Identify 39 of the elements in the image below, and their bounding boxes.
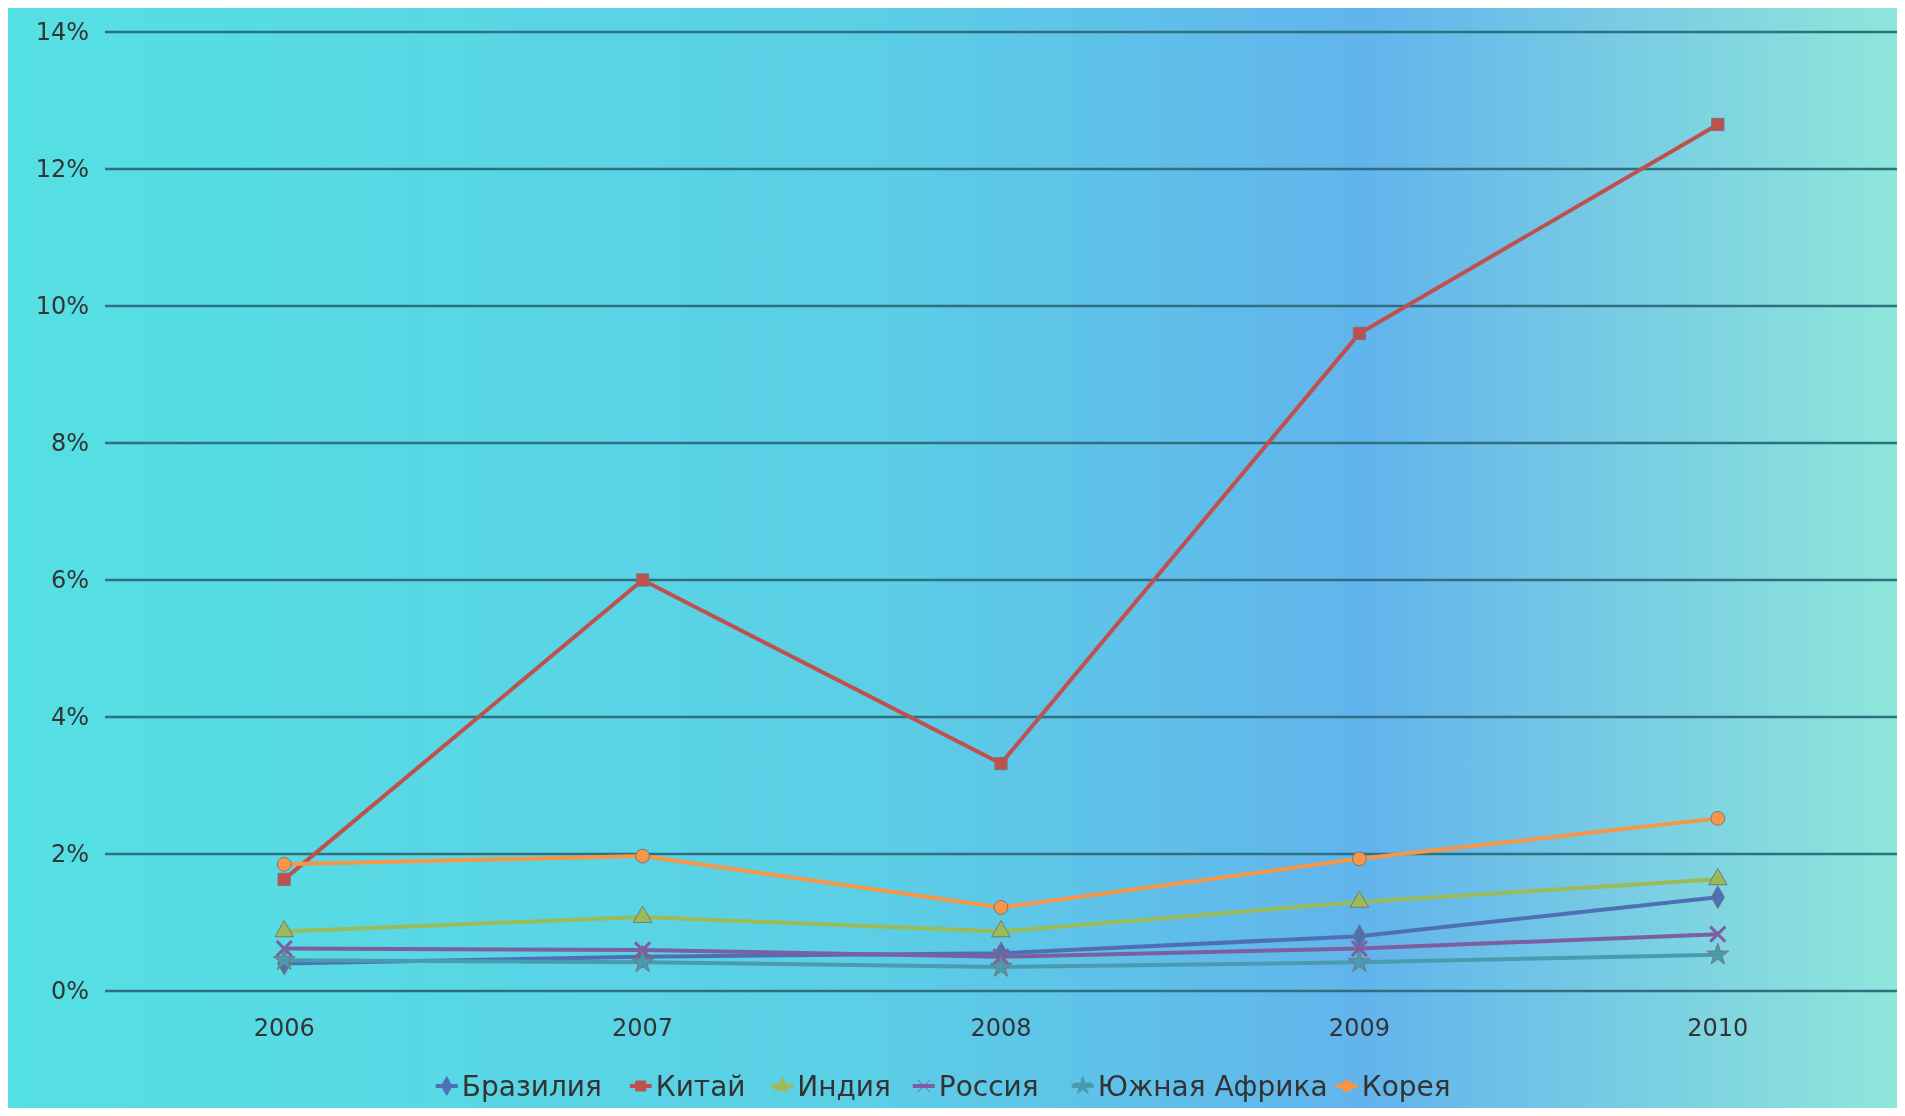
point bbox=[633, 940, 652, 959]
x-tick-label: 2010 bbox=[1687, 1014, 1749, 1042]
legend-label: Россия bbox=[938, 1069, 1039, 1103]
y-tick-label: 0% bbox=[50, 977, 89, 1006]
point bbox=[1347, 950, 1371, 973]
y-tick-label: 8% bbox=[50, 429, 89, 458]
point bbox=[635, 573, 650, 587]
legend-label: Китай bbox=[655, 1069, 746, 1103]
point bbox=[1711, 117, 1725, 132]
point bbox=[1706, 942, 1730, 965]
point bbox=[276, 856, 292, 872]
point bbox=[275, 939, 294, 958]
y-tick-label: 6% bbox=[50, 566, 89, 595]
point bbox=[1350, 939, 1369, 958]
y-tick-label: 14% bbox=[35, 18, 89, 47]
point bbox=[991, 947, 1011, 966]
legend-label: Индия bbox=[797, 1069, 891, 1103]
x-tick-label: 2006 bbox=[253, 1014, 315, 1042]
point bbox=[1708, 925, 1727, 944]
y-tick-label: 10% bbox=[35, 292, 89, 321]
point bbox=[635, 848, 651, 864]
legend-label: Южная Африка bbox=[1097, 1069, 1328, 1103]
point bbox=[277, 872, 291, 886]
point bbox=[994, 756, 1008, 771]
legend-label: Корея bbox=[1361, 1069, 1451, 1103]
point bbox=[993, 900, 1009, 915]
x-tick-label: 2007 bbox=[612, 1014, 674, 1042]
x-tick-label: 2008 bbox=[970, 1014, 1032, 1042]
point bbox=[1710, 810, 1726, 826]
y-tick-label: 2% bbox=[50, 840, 89, 869]
x-tick-label: 2009 bbox=[1328, 1014, 1390, 1042]
point bbox=[631, 950, 655, 973]
y-tick-label: 12% bbox=[35, 155, 89, 184]
legend-label: Бразилия bbox=[461, 1069, 602, 1103]
point bbox=[272, 948, 296, 971]
y-tick-label: 4% bbox=[50, 703, 89, 732]
point bbox=[1351, 851, 1367, 867]
point bbox=[1352, 326, 1367, 341]
point bbox=[989, 954, 1013, 977]
